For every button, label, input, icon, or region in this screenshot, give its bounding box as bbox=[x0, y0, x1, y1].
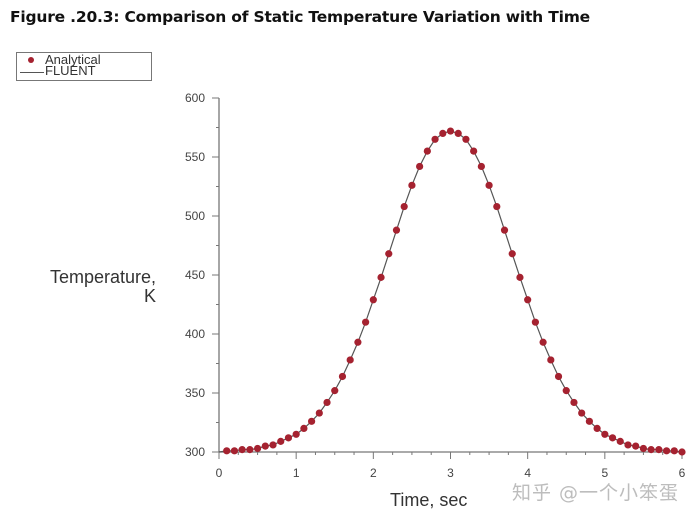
analytical-marker bbox=[253, 444, 262, 453]
y-tick-label: 500 bbox=[185, 209, 205, 223]
chart-legend: Analytical FLUENT bbox=[16, 52, 152, 81]
legend-label-analytical: Analytical bbox=[45, 52, 101, 67]
analytical-marker bbox=[246, 446, 254, 454]
analytical-marker bbox=[392, 226, 401, 234]
analytical-marker bbox=[593, 424, 601, 432]
x-tick-label: 4 bbox=[524, 466, 531, 480]
analytical-marker bbox=[315, 409, 323, 417]
figure-title: Figure .20.3: Comparison of Static Tempe… bbox=[10, 8, 590, 26]
analytical-marker bbox=[508, 250, 516, 258]
x-tick-label: 2 bbox=[370, 466, 377, 480]
legend-label-fluent: FLUENT bbox=[45, 63, 96, 78]
analytical-marker bbox=[338, 372, 347, 381]
analytical-marker bbox=[470, 147, 478, 155]
analytical-marker bbox=[431, 135, 439, 143]
analytical-marker bbox=[632, 442, 640, 450]
y-axis-label: Temperature, K bbox=[34, 268, 156, 306]
analytical-marker bbox=[331, 387, 339, 395]
analytical-marker bbox=[554, 372, 563, 381]
analytical-marker bbox=[223, 447, 231, 455]
analytical-marker bbox=[346, 356, 354, 364]
x-tick-label: 6 bbox=[679, 466, 686, 480]
legend-item-analytical: Analytical bbox=[17, 52, 151, 67]
analytical-marker bbox=[562, 387, 570, 395]
analytical-marker bbox=[292, 430, 300, 438]
analytical-marker bbox=[639, 444, 648, 453]
analytical-marker bbox=[516, 273, 524, 281]
x-tick-label: 3 bbox=[447, 466, 454, 480]
y-tick-label: 600 bbox=[185, 91, 205, 105]
analytical-marker bbox=[578, 409, 586, 417]
analytical-marker bbox=[477, 162, 485, 171]
analytical-marker bbox=[601, 430, 609, 438]
y-tick-label: 300 bbox=[185, 445, 205, 459]
analytical-marker bbox=[585, 417, 594, 425]
analytical-marker bbox=[531, 318, 539, 326]
x-axis-label: Time, sec bbox=[390, 490, 468, 510]
analytical-marker bbox=[647, 446, 655, 454]
x-tick-label: 1 bbox=[293, 466, 300, 480]
analytical-marker bbox=[385, 250, 393, 258]
legend-item-fluent: FLUENT bbox=[17, 63, 151, 78]
y-tick-label: 350 bbox=[185, 386, 205, 400]
dot-marker-icon bbox=[28, 57, 34, 63]
analytical-marker bbox=[462, 135, 470, 143]
x-tick-label: 5 bbox=[601, 466, 608, 480]
analytical-marker bbox=[570, 398, 578, 407]
analytical-marker bbox=[662, 447, 671, 455]
analytical-marker bbox=[354, 338, 362, 346]
analytical-marker bbox=[678, 448, 686, 456]
x-tick-label: 0 bbox=[216, 466, 223, 480]
analytical-marker bbox=[446, 127, 455, 135]
watermark: 知乎 @一个小笨蛋 bbox=[512, 482, 680, 504]
analytical-marker bbox=[539, 338, 547, 346]
analytical-marker bbox=[308, 417, 316, 425]
fluent-line bbox=[218, 130, 683, 453]
analytical-marker bbox=[369, 296, 377, 304]
analytical-marker bbox=[238, 446, 246, 454]
analytical-marker bbox=[485, 181, 493, 189]
analytical-marker bbox=[423, 147, 431, 155]
analytical-marker bbox=[277, 437, 285, 445]
analytical-marker bbox=[655, 446, 663, 454]
analytical-marker bbox=[608, 434, 617, 442]
analytical-marker bbox=[323, 398, 331, 407]
analytical-marker bbox=[269, 441, 277, 449]
analytical-marker bbox=[230, 447, 239, 455]
y-tick-label: 550 bbox=[185, 150, 205, 164]
analytical-marker bbox=[500, 226, 509, 234]
analytical-marker bbox=[362, 318, 370, 326]
analytical-marker bbox=[400, 202, 408, 211]
analytical-marker bbox=[377, 273, 385, 281]
line-marker-icon bbox=[20, 72, 44, 73]
analytical-marker bbox=[284, 434, 293, 442]
analytical-marker bbox=[416, 162, 424, 171]
analytical-marker bbox=[493, 202, 501, 211]
analytical-marker bbox=[261, 442, 269, 450]
analytical-marker bbox=[439, 129, 447, 137]
analytical-marker bbox=[547, 356, 555, 364]
analytical-marker bbox=[524, 296, 532, 304]
analytical-marker bbox=[624, 441, 632, 449]
analytical-marker bbox=[454, 129, 462, 137]
analytical-marker bbox=[408, 181, 416, 189]
y-axis-label-line1: Temperature, bbox=[49, 267, 156, 287]
analytical-marker bbox=[616, 437, 624, 445]
y-tick-label: 400 bbox=[185, 327, 205, 341]
y-axis-label-line2: K bbox=[143, 286, 156, 306]
analytical-marker bbox=[300, 424, 308, 432]
y-tick-label: 450 bbox=[185, 268, 205, 282]
analytical-marker bbox=[670, 447, 678, 455]
